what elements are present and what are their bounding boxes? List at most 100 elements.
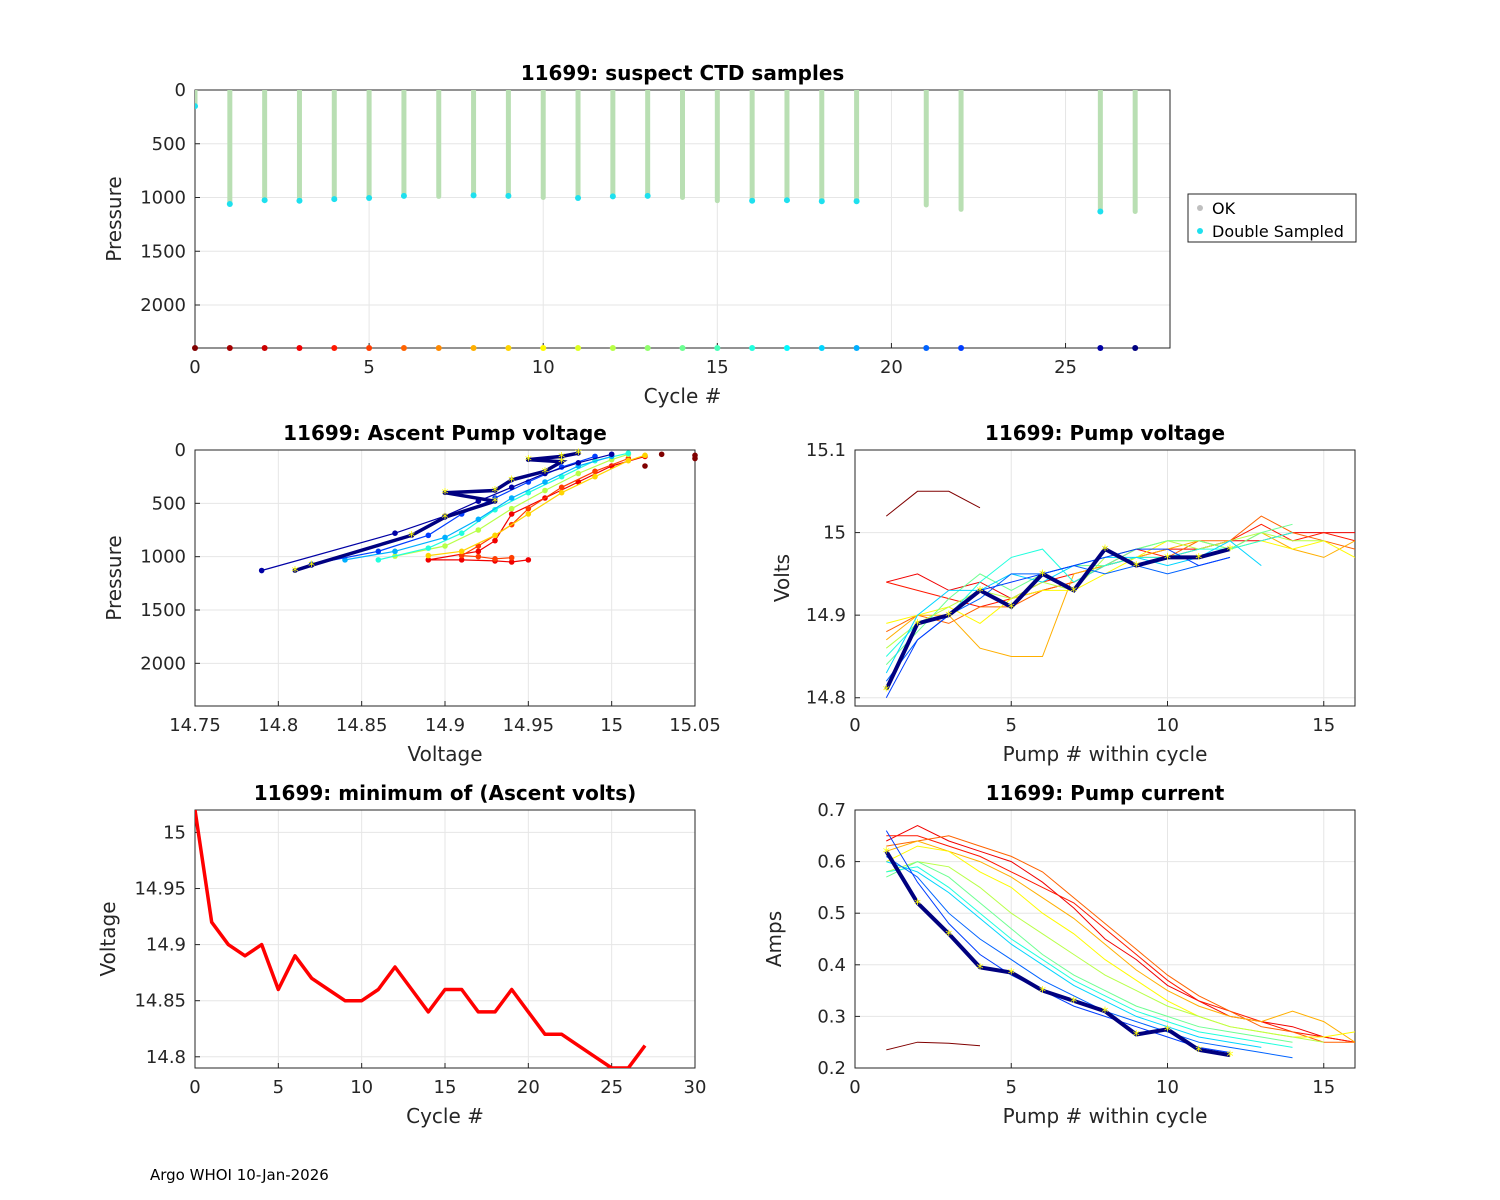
ascent-point xyxy=(425,552,432,559)
chart-title: 11699: minimum of (Ascent volts) xyxy=(254,781,637,805)
ascent-point xyxy=(542,487,548,494)
ascent-point xyxy=(258,567,265,574)
pump-current-line xyxy=(885,830,1231,1053)
pump-current-star: * xyxy=(883,845,890,861)
y-tick-label: 15.1 xyxy=(806,440,846,461)
double-sampled-point xyxy=(226,200,233,207)
ascent-point xyxy=(458,548,465,555)
y-tick-label: 15 xyxy=(163,822,186,843)
pump-voltage-star: * xyxy=(1008,601,1015,617)
pump-current-star: * xyxy=(914,897,921,913)
series-group: * * * * * * * * * * * * xyxy=(883,490,1355,699)
ascent-point xyxy=(442,534,448,541)
ascent-point xyxy=(458,530,465,536)
ascent-point xyxy=(508,495,515,501)
ascent-point xyxy=(592,473,598,480)
x-tick-label: 10 xyxy=(532,357,555,378)
y-tick-label: 14.85 xyxy=(134,991,186,1012)
ascent-point xyxy=(559,459,565,465)
ascent-point xyxy=(542,479,548,485)
y-tick-label: 14.95 xyxy=(134,879,186,900)
cycle-marker xyxy=(853,345,860,351)
pump-current-star: * xyxy=(1039,985,1046,1001)
pump-voltage-star: * xyxy=(914,617,921,633)
pump-voltage-line xyxy=(885,523,1293,666)
x-tick-label: 20 xyxy=(517,1077,540,1098)
cycle-marker xyxy=(783,345,790,351)
ascent-star-marker: * xyxy=(308,559,315,575)
ascent-point xyxy=(492,532,498,539)
pump-voltage-star: * xyxy=(1227,543,1234,559)
chart-ascent: 14.75 14.8 14.85 14.9 14.95 15 15.05 0 500 1000 15… xyxy=(102,421,721,766)
ascent-series-line xyxy=(261,453,612,572)
footer-text: Argo WHOI 10-Jan-2026 xyxy=(150,1166,329,1184)
chart-title: 11699: suspect CTD samples xyxy=(521,61,845,85)
cycle-marker xyxy=(400,345,407,351)
chart-title: 11699: Pump current xyxy=(986,781,1225,805)
ascent-point xyxy=(608,451,615,458)
x-tick-label: 0 xyxy=(849,1077,860,1098)
ascent-point xyxy=(508,484,515,491)
pump-voltage-line xyxy=(885,490,981,517)
pump-current-line xyxy=(886,1041,981,1051)
y-tick-label: 500 xyxy=(152,493,186,514)
y-tick-label: 1500 xyxy=(140,241,186,262)
ascent-point xyxy=(509,477,515,483)
y-tick-label: 15 xyxy=(823,523,846,544)
pump-voltage-star: * xyxy=(1039,568,1046,584)
legend-marker xyxy=(1197,205,1203,211)
legend-label: OK xyxy=(1212,199,1236,218)
pump-voltage-star: * xyxy=(1164,551,1171,567)
ascent-point xyxy=(558,489,565,496)
min-voltage-line xyxy=(195,810,647,1068)
x-tick-label: 15 xyxy=(1312,715,1335,736)
ascent-star-marker: * xyxy=(558,456,565,472)
y-tick-label: 0 xyxy=(175,80,186,101)
double-sampled-point xyxy=(366,195,373,202)
x-tick-label: 15 xyxy=(434,1077,457,1098)
x-tick-label: 15 xyxy=(600,715,623,736)
pump-voltage-line xyxy=(885,548,1231,698)
ascent-star-marker: * xyxy=(442,511,449,527)
series-group: * * * * * * * * * * * * xyxy=(883,824,1355,1065)
chart-minv: 0 5 10 15 20 25 30 14.8 14.85 14.9 14.95 15 11699: m… xyxy=(96,781,706,1128)
double-sampled-point xyxy=(575,195,582,202)
cycle-marker xyxy=(679,345,686,351)
cycle-marker xyxy=(1097,345,1104,351)
plot-area xyxy=(855,450,1355,706)
ascent-series-line xyxy=(428,454,646,557)
ascent-point xyxy=(525,557,532,563)
x-tick-label: 14.95 xyxy=(503,715,555,736)
ascent-point xyxy=(475,548,482,555)
ascent-series-line xyxy=(394,453,629,557)
ascent-point xyxy=(475,516,482,523)
x-tick-label: 15 xyxy=(706,357,729,378)
ascent-point xyxy=(575,460,582,466)
cycle-marker xyxy=(226,345,233,351)
y-tick-label: 2000 xyxy=(140,653,186,674)
ascent-point xyxy=(575,470,582,477)
double-sampled-point xyxy=(853,198,860,205)
pump-voltage-star: * xyxy=(945,609,952,625)
pump-current-line xyxy=(886,861,1324,1043)
ascent-star-marker: * xyxy=(542,465,549,481)
y-tick-label: 0.2 xyxy=(817,1058,846,1079)
ascent-point xyxy=(642,463,648,469)
ascent-point xyxy=(658,451,665,458)
x-tick-label: 10 xyxy=(350,1077,373,1098)
chart-pumpv: 0 5 10 15 14.8 14.9 15 15.1 11699: Pump voltage P… xyxy=(770,421,1356,766)
x-tick-label: 25 xyxy=(600,1077,623,1098)
cycle-marker xyxy=(435,345,442,351)
pump-current-star: * xyxy=(977,961,984,977)
ascent-star-marker: * xyxy=(492,485,499,501)
double-sampled-point xyxy=(296,197,303,204)
x-tick-label: 0 xyxy=(849,715,860,736)
chart-title: 11699: Ascent Pump voltage xyxy=(283,421,607,445)
ascent-point xyxy=(625,457,632,464)
ascent-star-marker: * xyxy=(558,450,565,466)
ascent-point xyxy=(492,556,498,562)
cycle-marker xyxy=(540,345,547,351)
ascent-point xyxy=(425,545,432,551)
pump-voltage-star: * xyxy=(977,584,984,600)
ascent-star-marker: * xyxy=(292,565,299,581)
